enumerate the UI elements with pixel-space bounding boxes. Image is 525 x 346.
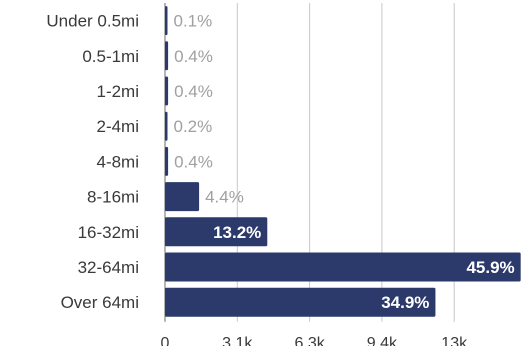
value-labels: 0.1% 0.4% 0.4% 0.2% 0.4% 4.4% 13.2% 45.9% 34.9% — [174, 12, 515, 313]
category-label: 2-4mi — [96, 117, 139, 136]
value-label: 13.2% — [213, 223, 261, 242]
x-tick-label: 6.3k — [294, 335, 325, 346]
bar — [165, 252, 521, 282]
category-label: 16-32mi — [78, 223, 139, 242]
category-label: 32-64mi — [78, 258, 139, 277]
bar — [165, 287, 436, 317]
value-label: 4.4% — [205, 188, 244, 207]
bar — [165, 146, 169, 176]
value-label: 0.4% — [174, 82, 213, 101]
category-label: Under 0.5mi — [46, 12, 139, 31]
category-label: 4-8mi — [96, 152, 139, 171]
value-label: 45.9% — [466, 258, 514, 277]
x-tick-label: 9.4k — [367, 335, 398, 346]
bar — [165, 111, 168, 141]
bar — [165, 41, 169, 71]
bar — [165, 76, 169, 106]
category-labels: Under 0.5mi 0.5-1mi 1-2mi 2-4mi 4-8mi 8-16mi 1… — [46, 12, 139, 313]
bars — [165, 6, 521, 317]
category-label: 1-2mi — [96, 82, 139, 101]
bar — [165, 182, 200, 212]
value-label: 0.4% — [174, 47, 213, 66]
x-tick-label: 13k — [441, 335, 468, 346]
bar — [165, 6, 168, 36]
value-label: 0.1% — [174, 12, 213, 31]
value-label: 0.4% — [174, 152, 213, 171]
x-tick-label: 3.1k — [222, 335, 253, 346]
x-axis-ticks: 0 3.1k 6.3k 9.4k 13k — [161, 335, 469, 346]
category-label: 0.5-1mi — [82, 47, 139, 66]
x-tick-label: 0 — [161, 335, 170, 346]
category-label: Over 64mi — [61, 293, 139, 312]
value-label: 34.9% — [381, 293, 429, 312]
category-label: 8-16mi — [87, 188, 139, 207]
bar — [165, 217, 268, 247]
value-label: 0.2% — [174, 117, 213, 136]
